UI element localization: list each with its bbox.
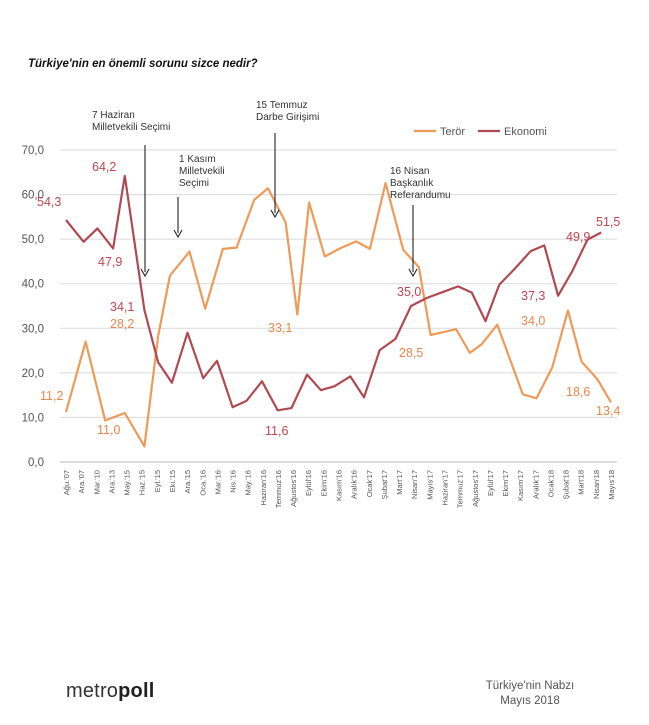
data-label: 64,2: [92, 160, 116, 174]
annotation-text: 15 Temmuz: [256, 100, 308, 111]
data-label: 47,9: [98, 255, 122, 269]
x-tick-label: Temmuz'17: [456, 470, 465, 508]
x-tick-label: Şubat'17: [380, 470, 389, 499]
data-label: 54,3: [37, 195, 61, 209]
x-tick-label: Eylül'17: [486, 470, 495, 496]
data-label: 49,9: [566, 230, 590, 244]
x-tick-label: Oca.'16: [198, 470, 207, 496]
legend-label: Terör: [440, 126, 465, 138]
series-line-ekonomi: [65, 174, 602, 412]
annotation-text: Milletvekili: [179, 166, 225, 177]
data-labels: 54,3 64,2 47,9 34,1 28,2 11,2 11,0 33,1 11,6 35,0…: [37, 160, 620, 438]
x-tick-label: Temmuz'16: [274, 470, 283, 508]
series-lines: [64, 174, 612, 448]
annotation-text: Milletvekili Seçimi: [92, 122, 170, 133]
annotation-text: 7 Haziran: [92, 110, 135, 121]
y-tick-label: 20,0: [22, 368, 44, 380]
x-tick-label: Kasım'16: [335, 470, 344, 501]
x-tick-label: Mart'18: [577, 470, 586, 495]
x-tick-label: Mar.'10: [92, 470, 101, 494]
data-label: 28,5: [399, 346, 423, 360]
legend: Terör Ekonomi: [414, 126, 547, 138]
data-label: 51,5: [596, 215, 620, 229]
data-label: 11,6: [265, 424, 288, 438]
y-tick-label: 10,0: [22, 412, 44, 424]
x-tick-label: Ara.'13: [107, 470, 116, 494]
x-tick-label: May.'16: [244, 470, 253, 495]
annotation-text: Başkanlık: [390, 178, 434, 189]
x-tick-label: Nis.'16: [229, 470, 238, 493]
data-label: 11,0: [97, 423, 120, 437]
x-tick-label: Mayıs'17: [425, 470, 434, 500]
x-tick-label: Ağustos'17: [471, 470, 480, 507]
x-tick-label: Ekim'16: [319, 470, 328, 496]
annotation-arrowhead: [270, 209, 280, 219]
annotation-arrowhead: [408, 268, 418, 278]
footer-caption: Türkiye'nin Nabzı Mayıs 2018: [470, 679, 590, 709]
x-tick-label: Kasım'17: [516, 470, 525, 501]
x-tick-label: Şubat'18: [562, 470, 571, 499]
x-tick-label: Ara.'15: [183, 470, 192, 494]
x-tick-label: Ocak'18: [546, 470, 555, 497]
footer-line-2: Mayıs 2018: [500, 695, 560, 707]
annotation-arrowhead: [173, 229, 183, 239]
x-tick-label: Mar.'16: [213, 470, 222, 494]
gridlines: [60, 149, 617, 463]
x-tick-label: Nisan'17: [410, 470, 419, 499]
annotation-text: 1 Kasım: [179, 154, 216, 165]
x-tick-label: Mart'17: [395, 470, 404, 495]
y-tick-label: 60,0: [22, 190, 44, 202]
y-tick-label: 70,0: [22, 145, 44, 157]
y-tick-label: 30,0: [22, 323, 44, 335]
data-label: 13,4: [596, 404, 620, 418]
data-label: 33,1: [268, 321, 292, 335]
y-tick-label: 50,0: [22, 234, 44, 246]
y-axis: 0,0 10,0 20,0 30,0 40,0 50,0 60,0 70,0: [22, 145, 44, 469]
annotation-text: 16 Nisan: [390, 166, 429, 177]
data-label: 18,6: [566, 385, 590, 399]
data-label: 34,0: [521, 314, 545, 328]
data-label: 35,0: [397, 285, 421, 299]
chart-title: Türkiye'nin en önemli sorunu sizce nedir…: [28, 58, 258, 70]
x-tick-label: Haziran'17: [440, 470, 449, 506]
annotation-arrowhead: [140, 268, 150, 278]
x-tick-label: Haz.'15: [138, 470, 147, 495]
x-axis: Ağu.'07 Ara.'07 Mar.'10 Ara.'13 May.'15 Haz.'…: [62, 470, 616, 508]
x-tick-label: Aralık'16: [350, 470, 359, 499]
data-label: 28,2: [110, 317, 134, 331]
x-tick-label: Ağustos'16: [289, 470, 298, 507]
x-tick-label: Ağu.'07: [62, 470, 71, 495]
x-tick-label: Mayıs'18: [607, 470, 616, 500]
logo-part-1: metro: [66, 680, 119, 702]
y-tick-label: 40,0: [22, 279, 44, 291]
data-label: 11,2: [40, 389, 63, 403]
x-tick-label: Eyl.'15: [153, 470, 162, 492]
x-tick-label: Aralık'17: [531, 470, 540, 499]
data-label: 34,1: [110, 300, 134, 314]
data-label: 37,3: [521, 289, 545, 303]
x-tick-label: Eylül'16: [304, 470, 313, 496]
series-line-teror: [64, 181, 612, 448]
x-tick-label: Ocak'17: [365, 470, 374, 497]
x-tick-label: May.'15: [123, 470, 132, 495]
x-tick-label: Eki.'15: [168, 470, 177, 492]
annotation-text: Seçimi: [179, 178, 209, 189]
x-tick-label: Ekim'17: [501, 470, 510, 496]
x-tick-label: Ara.'07: [77, 470, 86, 494]
x-tick-label: Haziran'16: [259, 470, 268, 506]
annotation-text: Darbe Girişimi: [256, 112, 319, 123]
annotation-text: Referandumu: [390, 190, 451, 201]
metropoll-logo: metropoll: [66, 680, 154, 703]
logo-part-2: poll: [118, 680, 155, 702]
x-tick-label: Nisan'18: [592, 470, 601, 499]
y-tick-label: 0,0: [28, 457, 44, 469]
footer-line-1: Türkiye'nin Nabzı: [485, 680, 575, 692]
legend-label: Ekonomi: [504, 126, 547, 138]
